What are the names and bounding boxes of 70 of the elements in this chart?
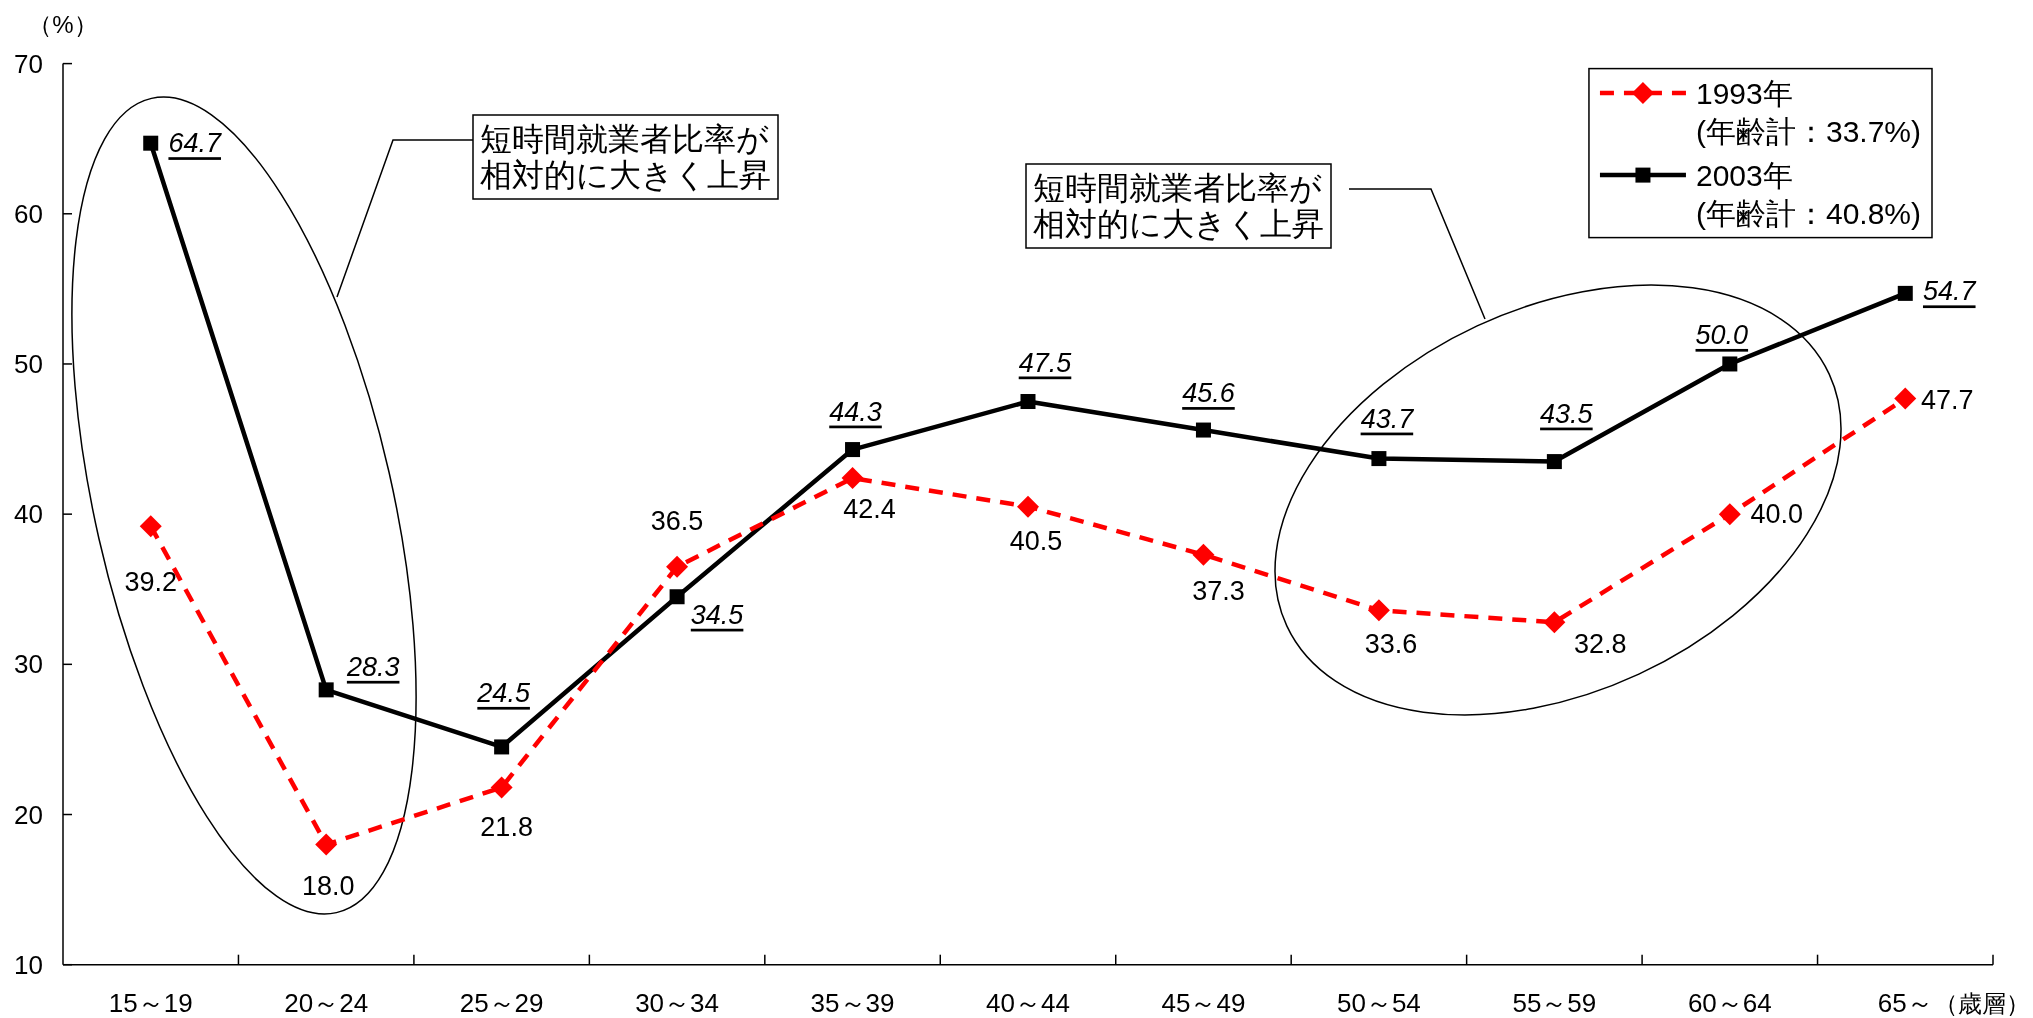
- point: [143, 135, 159, 151]
- point: [1195, 422, 1211, 438]
- point: [1546, 454, 1562, 470]
- x-tick-label: 30～34: [635, 988, 720, 1018]
- x-tick-label: 50～54: [1336, 988, 1421, 1018]
- x-tick-label: 35～39: [810, 988, 895, 1018]
- point: [1897, 285, 1913, 301]
- data-label: 40.0: [1750, 499, 1804, 530]
- data-label: 54.7: [1922, 276, 1977, 307]
- legend-label: 1993年 (年齢計：33.7%): [1695, 76, 1921, 148]
- legend-label: 2003年 (年齢計：40.8%): [1695, 158, 1921, 230]
- x-tick-label: 25～29: [459, 988, 544, 1018]
- point: [318, 682, 334, 698]
- data-label: 64.7: [168, 128, 222, 159]
- x-tick-label: 40～44: [986, 988, 1070, 1018]
- point: [669, 589, 685, 605]
- x-axis-title: （歳層）: [1934, 989, 2030, 1017]
- data-label: 43.5: [1540, 398, 1594, 429]
- x-tick-label: 65～: [1877, 988, 1933, 1018]
- annotation: 短時間就業者比率が相対的に大きく上昇: [480, 121, 771, 193]
- point: [139, 515, 162, 538]
- annotation: 短時間就業者比率が相対的に大きく上昇: [1033, 170, 1324, 242]
- data-label: 36.5: [650, 505, 704, 536]
- data-label: 43.7: [1360, 403, 1415, 434]
- point: [494, 739, 510, 755]
- point: [1718, 503, 1741, 526]
- x-tick-label: 15～19: [108, 988, 193, 1018]
- y-tick-label: 40: [14, 499, 43, 530]
- point: [1192, 543, 1215, 566]
- y-axis-title: （%）: [28, 10, 98, 38]
- point: [1020, 394, 1036, 410]
- point: [841, 467, 864, 490]
- y-tick-label: 30: [14, 649, 43, 680]
- point: [1722, 356, 1738, 372]
- point: [1367, 599, 1390, 622]
- y-tick-label: 50: [14, 348, 43, 379]
- data-label: 37.3: [1192, 575, 1245, 606]
- point: [1017, 495, 1039, 518]
- y-tick-label: 70: [14, 48, 43, 79]
- data-label: 47.5: [1018, 347, 1073, 378]
- data-label: 47.7: [1920, 384, 1974, 415]
- x-tick-label: 45～49: [1161, 988, 1246, 1018]
- point: [490, 776, 513, 799]
- y-tick-label: 20: [14, 799, 43, 830]
- data-label: 44.3: [829, 396, 882, 427]
- y-tick-label: 60: [14, 198, 43, 229]
- data-label: 45.6: [1182, 378, 1236, 409]
- data-label: 18.0: [301, 870, 355, 901]
- data-label: 34.5: [690, 599, 745, 630]
- data-label: 33.6: [1364, 629, 1418, 660]
- data-label: 32.8: [1574, 629, 1627, 660]
- x-tick-label: 55～59: [1512, 988, 1597, 1018]
- point: [1894, 387, 1917, 410]
- data-label: 39.2: [124, 567, 178, 598]
- data-label: 50.0: [1695, 319, 1749, 350]
- data-label: 28.3: [345, 651, 400, 682]
- x-tick-label: 20～24: [284, 988, 369, 1018]
- data-label: 40.5: [1009, 525, 1063, 556]
- annotation: 短時間就業者比率が相対的に大きく上昇: [1025, 163, 1332, 249]
- y-tick-label: 10: [14, 949, 43, 980]
- data-label: 42.4: [843, 494, 896, 525]
- point: [315, 833, 338, 856]
- data-label: 21.8: [480, 812, 533, 843]
- annotation: 短時間就業者比率が相対的に大きく上昇: [472, 114, 779, 200]
- point: [1371, 451, 1387, 467]
- x-tick-label: 60～64: [1687, 988, 1772, 1018]
- point: [1543, 611, 1566, 634]
- point: [845, 442, 861, 458]
- point: [666, 555, 689, 578]
- data-label: 24.5: [476, 677, 531, 708]
